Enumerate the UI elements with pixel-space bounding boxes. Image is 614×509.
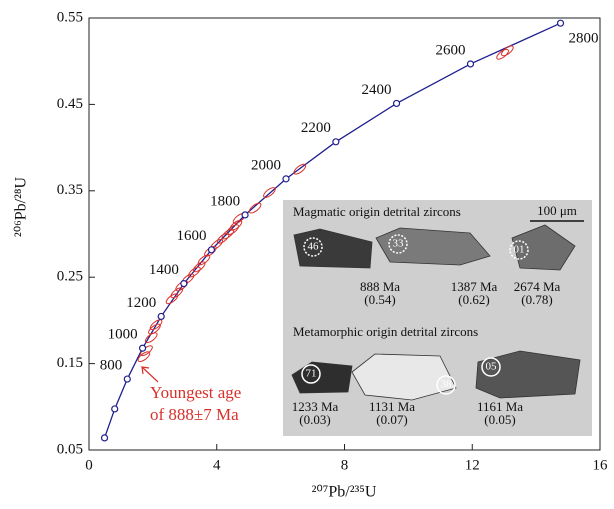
x-tick-label: 4 — [213, 457, 221, 473]
age-marker — [208, 247, 214, 253]
age-label: 2000 — [251, 157, 281, 173]
grain-ratio: (0.05) — [484, 412, 515, 427]
y-axis-label: ²⁰⁶Pb/²⁸U — [13, 177, 30, 238]
analysis-ellipse — [262, 186, 277, 199]
age-marker — [467, 61, 473, 67]
analysis-ellipse — [225, 223, 240, 236]
y-tick-label: 0.55 — [57, 9, 83, 25]
inset-title: Metamorphic origin detrital zircons — [293, 324, 478, 339]
age-marker — [181, 281, 187, 287]
age-marker — [102, 435, 108, 441]
age-label: 2800 — [569, 31, 599, 47]
analysis-ellipse — [248, 201, 263, 214]
age-marker — [112, 406, 118, 412]
inset-title: Magmatic origin detrital zircons — [293, 204, 461, 219]
analysis-ellipse — [221, 227, 236, 240]
age-label: 1000 — [108, 327, 138, 343]
age-label: 800 — [100, 358, 123, 374]
y-tick-label: 0.45 — [57, 96, 83, 112]
annotation-arrow — [142, 367, 158, 382]
annotation: Youngest age — [150, 383, 241, 402]
age-label: 1800 — [210, 193, 240, 209]
chart: ²⁰⁶Pb/²⁸U ²⁰⁷Pb/²³⁵U 0 4 8 12 16 0.05 0.15 0.25… — [0, 0, 614, 509]
x-tick-label: 12 — [465, 457, 480, 473]
y-tick-label: 0.05 — [57, 441, 83, 457]
grain-ratio: (0.78) — [521, 292, 552, 307]
y-tick-label: 0.15 — [57, 355, 83, 371]
grain-id: 46 — [308, 241, 320, 253]
grain-id: 05 — [486, 361, 498, 373]
age-label: 1600 — [176, 228, 206, 244]
age-marker — [333, 139, 339, 145]
grain-id: 01 — [514, 244, 525, 256]
analysis-ellipse — [165, 292, 180, 305]
grain-ratio: (0.62) — [458, 292, 489, 307]
age-marker — [140, 345, 146, 351]
grain-id: 38 — [441, 379, 453, 391]
age-marker — [283, 176, 289, 182]
age-marker — [242, 212, 248, 218]
age-marker — [558, 20, 564, 26]
grain-ratio: (0.07) — [376, 412, 407, 427]
age-label: 2200 — [301, 120, 331, 136]
y-tick-label: 0.35 — [57, 182, 83, 198]
x-tick-label: 8 — [341, 457, 349, 473]
scale-label: 100 μm — [537, 203, 577, 218]
age-marker — [124, 376, 130, 382]
x-tick-label: 16 — [593, 457, 609, 473]
age-label: 2600 — [435, 42, 465, 58]
age-marker — [394, 100, 400, 106]
grain-id: 71 — [306, 368, 317, 380]
age-label: 2400 — [362, 82, 392, 98]
grain-ratio: (0.03) — [299, 412, 330, 427]
grain-ratio: (0.54) — [364, 292, 395, 307]
x-tick-label: 0 — [85, 457, 93, 473]
y-tick-label: 0.25 — [57, 269, 83, 285]
age-label: 1400 — [149, 262, 179, 278]
grain-id: 33 — [393, 238, 405, 250]
annotation: of 888±7 Ma — [150, 405, 239, 424]
age-label: 1200 — [126, 295, 156, 311]
x-axis-label: ²⁰⁷Pb/²³⁵U — [312, 484, 377, 501]
age-marker — [158, 313, 164, 319]
